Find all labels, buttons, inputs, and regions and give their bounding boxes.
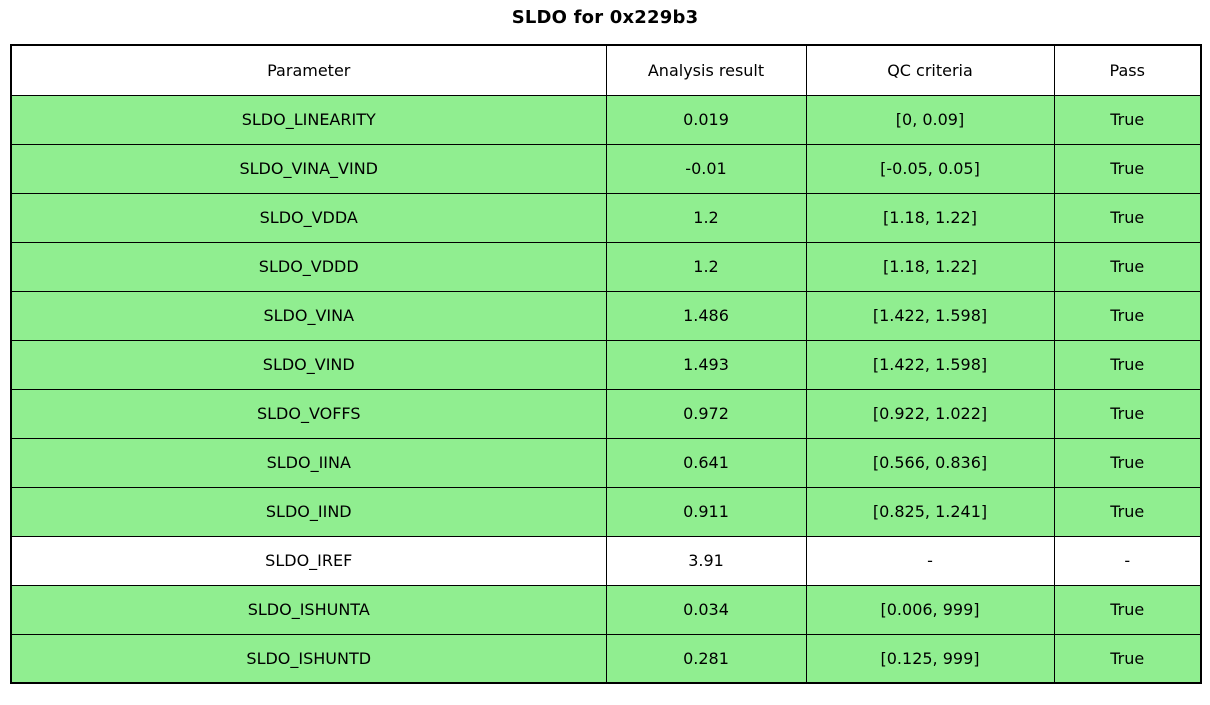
result-cell: 1.493: [605, 339, 807, 390]
criteria-cell: [0, 0.09]: [805, 94, 1055, 145]
parameter-cell: SLDO_VOFFS: [10, 388, 607, 439]
table-row: SLDO_VDDD 1.2 [1.18, 1.22] True: [10, 241, 1202, 292]
pass-cell: True: [1053, 437, 1202, 488]
parameter-cell: SLDO_VDDA: [10, 192, 607, 243]
result-cell: 3.91: [605, 535, 807, 586]
parameter-cell: SLDO_VIND: [10, 339, 607, 390]
parameter-cell: SLDO_ISHUNTD: [10, 633, 607, 684]
pass-cell: True: [1053, 94, 1202, 145]
pass-cell: True: [1053, 633, 1202, 684]
result-cell: 0.019: [605, 94, 807, 145]
pass-cell: True: [1053, 241, 1202, 292]
result-cell: 1.2: [605, 192, 807, 243]
pass-cell: True: [1053, 584, 1202, 635]
header-pass: Pass: [1053, 44, 1202, 96]
criteria-cell: [0.825, 1.241]: [805, 486, 1055, 537]
table-row: SLDO_VINA_VIND -0.01 [-0.05, 0.05] True: [10, 143, 1202, 194]
header-parameter: Parameter: [10, 44, 607, 96]
criteria-cell: [0.125, 999]: [805, 633, 1055, 684]
parameter-cell: SLDO_ISHUNTA: [10, 584, 607, 635]
pass-cell: True: [1053, 143, 1202, 194]
table-row: SLDO_VINA 1.486 [1.422, 1.598] True: [10, 290, 1202, 341]
table-header: Parameter Analysis result QC criteria Pa…: [10, 44, 1202, 96]
pass-cell: True: [1053, 339, 1202, 390]
table-body: SLDO_LINEARITY 0.019 [0, 0.09] True SLDO_VIN…: [10, 94, 1202, 684]
pass-cell: True: [1053, 486, 1202, 537]
table-row: SLDO_ISHUNTD 0.281 [0.125, 999] True: [10, 633, 1202, 684]
result-cell: 0.034: [605, 584, 807, 635]
parameter-cell: SLDO_IREF: [10, 535, 607, 586]
header-analysis-result: Analysis result: [605, 44, 807, 96]
parameter-cell: SLDO_LINEARITY: [10, 94, 607, 145]
parameter-cell: SLDO_VDDD: [10, 241, 607, 292]
table-row: SLDO_IIND 0.911 [0.825, 1.241] True: [10, 486, 1202, 537]
table-row: SLDO_VDDA 1.2 [1.18, 1.22] True: [10, 192, 1202, 243]
result-cell: 0.911: [605, 486, 807, 537]
qc-results-table: Parameter Analysis result QC criteria Pa…: [10, 44, 1202, 684]
parameter-cell: SLDO_IINA: [10, 437, 607, 488]
pass-cell: True: [1053, 388, 1202, 439]
result-cell: -0.01: [605, 143, 807, 194]
result-cell: 1.2: [605, 241, 807, 292]
pass-cell: True: [1053, 290, 1202, 341]
parameter-cell: SLDO_IIND: [10, 486, 607, 537]
criteria-cell: [0.922, 1.022]: [805, 388, 1055, 439]
table-row: SLDO_IREF 3.91- -: [10, 535, 1202, 586]
table-row: SLDO_VOFFS 0.972 [0.922, 1.022] True: [10, 388, 1202, 439]
criteria-cell: [1.18, 1.22]: [805, 192, 1055, 243]
parameter-cell: SLDO_VINA_VIND: [10, 143, 607, 194]
criteria-cell: [-0.05, 0.05]: [805, 143, 1055, 194]
criteria-cell: [1.422, 1.598]: [805, 290, 1055, 341]
result-cell: 1.486: [605, 290, 807, 341]
table-row: SLDO_IINA 0.641 [0.566, 0.836] True: [10, 437, 1202, 488]
result-cell: 0.972: [605, 388, 807, 439]
pass-cell: True: [1053, 192, 1202, 243]
pass-cell: -: [1053, 535, 1202, 586]
table-row: SLDO_ISHUNTA 0.034 [0.006, 999] True: [10, 584, 1202, 635]
result-cell: 0.281: [605, 633, 807, 684]
result-cell: 0.641: [605, 437, 807, 488]
criteria-cell: [1.422, 1.598]: [805, 339, 1055, 390]
table-row: SLDO_LINEARITY 0.019 [0, 0.09] True: [10, 94, 1202, 145]
table-row: SLDO_VIND 1.493 [1.422, 1.598] True: [10, 339, 1202, 390]
header-row: Parameter Analysis result QC criteria Pa…: [10, 44, 1202, 96]
criteria-cell: [0.566, 0.836]: [805, 437, 1055, 488]
criteria-cell: [0.006, 999]: [805, 584, 1055, 635]
page-title: SLDO for 0x229b3: [511, 7, 699, 28]
criteria-cell: [1.18, 1.22]: [805, 241, 1055, 292]
header-qc-criteria: QC criteria: [805, 44, 1055, 96]
criteria-cell: -: [805, 535, 1055, 586]
parameter-cell: SLDO_VINA: [10, 290, 607, 341]
